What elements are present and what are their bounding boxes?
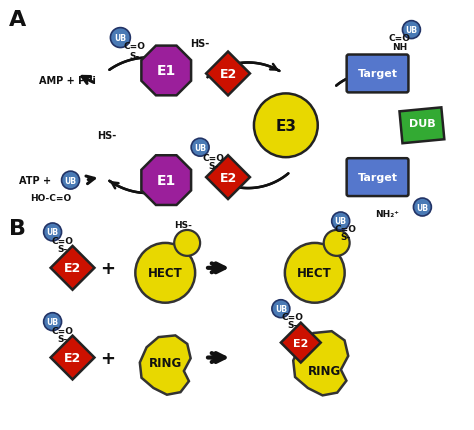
- Text: E3: E3: [275, 119, 296, 133]
- Circle shape: [174, 230, 200, 256]
- Polygon shape: [206, 52, 250, 96]
- Text: UB: UB: [46, 317, 59, 326]
- Text: UB: UB: [275, 304, 287, 313]
- Text: HS-: HS-: [174, 221, 192, 230]
- Circle shape: [332, 212, 350, 230]
- Polygon shape: [206, 156, 250, 200]
- Text: UB: UB: [194, 143, 206, 152]
- Circle shape: [402, 22, 420, 40]
- Text: S-: S-: [57, 245, 68, 254]
- Text: E2: E2: [64, 262, 81, 275]
- Text: C=O: C=O: [335, 225, 356, 234]
- Text: NH₂⁺: NH₂⁺: [375, 209, 400, 218]
- Circle shape: [285, 243, 345, 303]
- Text: RING: RING: [149, 356, 182, 369]
- Text: Target: Target: [357, 69, 398, 79]
- Circle shape: [254, 94, 318, 158]
- Text: A: A: [9, 9, 26, 30]
- Polygon shape: [400, 108, 444, 144]
- Text: NH: NH: [392, 43, 407, 52]
- Circle shape: [272, 300, 290, 318]
- Text: UB: UB: [114, 34, 127, 43]
- Circle shape: [44, 224, 62, 241]
- Text: HS-: HS-: [191, 38, 210, 49]
- Text: S-: S-: [340, 233, 351, 242]
- Text: E2: E2: [64, 351, 81, 364]
- Text: +: +: [100, 349, 115, 367]
- Polygon shape: [51, 246, 94, 290]
- Text: E2: E2: [293, 338, 309, 348]
- Text: +: +: [100, 259, 115, 277]
- FancyBboxPatch shape: [346, 55, 409, 93]
- Text: E1: E1: [156, 174, 176, 187]
- Text: C=O: C=O: [389, 34, 410, 43]
- Text: E1: E1: [156, 64, 176, 78]
- Circle shape: [136, 243, 195, 303]
- Text: DUB: DUB: [409, 119, 436, 129]
- Text: B: B: [9, 218, 26, 238]
- Text: HS-: HS-: [97, 131, 116, 141]
- Circle shape: [110, 28, 130, 49]
- Circle shape: [324, 230, 350, 256]
- Text: ATP +: ATP +: [18, 176, 54, 186]
- Text: C=O: C=O: [123, 42, 146, 51]
- Text: S-: S-: [208, 161, 218, 170]
- Text: UB: UB: [335, 217, 346, 226]
- Text: C=O: C=O: [282, 313, 304, 321]
- Text: E2: E2: [219, 68, 237, 81]
- Text: C=O: C=O: [52, 237, 73, 246]
- Circle shape: [413, 199, 431, 216]
- Text: S-: S-: [129, 52, 139, 61]
- Text: HECT: HECT: [297, 267, 332, 280]
- Text: UB: UB: [416, 203, 428, 212]
- Text: S-: S-: [288, 320, 298, 329]
- Text: UB: UB: [405, 26, 418, 35]
- Text: HECT: HECT: [148, 267, 182, 280]
- Text: HO-C=O: HO-C=O: [30, 193, 71, 202]
- Circle shape: [44, 313, 62, 331]
- Text: Target: Target: [357, 173, 398, 183]
- Polygon shape: [293, 332, 348, 396]
- Polygon shape: [281, 323, 321, 362]
- Text: UB: UB: [46, 228, 59, 237]
- Text: UB: UB: [64, 176, 76, 185]
- Text: C=O: C=O: [52, 326, 73, 335]
- FancyBboxPatch shape: [346, 159, 409, 197]
- Text: E2: E2: [219, 171, 237, 184]
- Polygon shape: [140, 336, 191, 395]
- Text: C=O: C=O: [202, 154, 224, 162]
- Circle shape: [191, 139, 209, 157]
- Text: S-: S-: [57, 334, 68, 343]
- Circle shape: [62, 172, 80, 190]
- Text: AMP + PPi: AMP + PPi: [39, 76, 96, 86]
- Text: RING: RING: [308, 364, 341, 377]
- Polygon shape: [141, 156, 191, 206]
- Polygon shape: [141, 46, 191, 96]
- Polygon shape: [51, 336, 94, 380]
